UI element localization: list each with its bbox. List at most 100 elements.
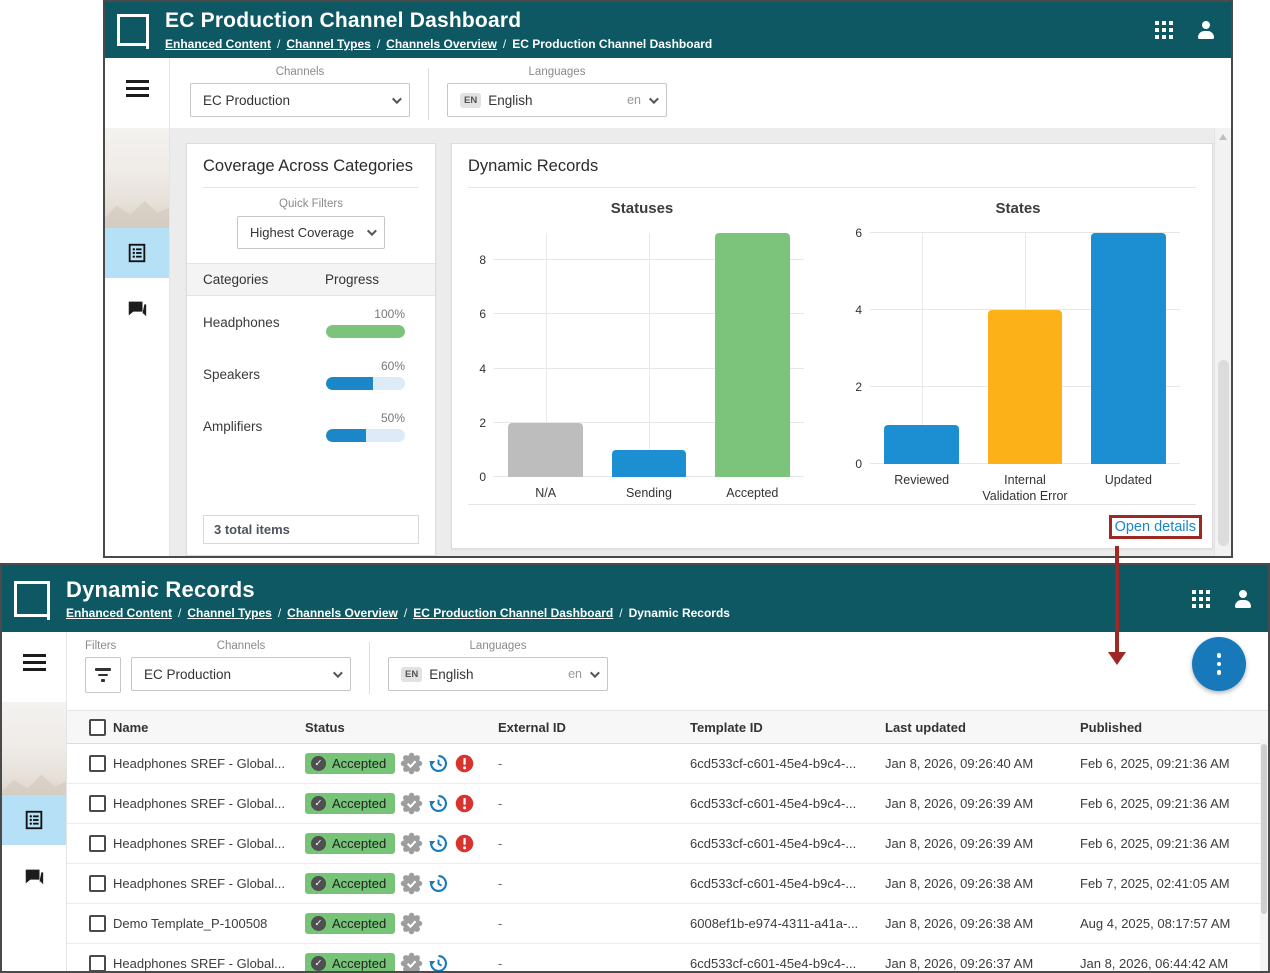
- scrollbar-thumb[interactable]: [1218, 360, 1229, 546]
- breadcrumb-item[interactable]: Channels Overview: [386, 36, 497, 51]
- y-axis: 0 2 4 6 8: [466, 233, 494, 484]
- row-checkbox[interactable]: [89, 755, 106, 772]
- verified-seal-icon[interactable]: [400, 912, 423, 935]
- history-icon[interactable]: [428, 753, 449, 774]
- breadcrumb-item[interactable]: Channel Types: [187, 605, 272, 620]
- vertical-scrollbar[interactable]: [1214, 128, 1231, 556]
- error-icon[interactable]: [454, 833, 475, 854]
- language-chip: EN: [460, 92, 482, 108]
- bar[interactable]: [508, 422, 583, 477]
- progress-fill: [326, 376, 374, 390]
- bar[interactable]: [884, 425, 959, 464]
- menu-toggle-icon[interactable]: [23, 654, 46, 675]
- status-badge: ✓ Accepted: [305, 753, 396, 774]
- row-checkbox[interactable]: [89, 795, 106, 812]
- user-profile-icon[interactable]: [1197, 21, 1215, 39]
- row-checkbox[interactable]: [89, 915, 106, 932]
- app-logo-icon[interactable]: [117, 14, 149, 49]
- row-checkbox[interactable]: [89, 875, 106, 892]
- breadcrumb-item[interactable]: Channels Overview: [287, 605, 398, 620]
- coverage-row: Speakers 60%: [187, 348, 435, 400]
- bars-layer: [494, 232, 804, 477]
- y-tick-label: 4: [855, 302, 862, 317]
- record-name: Headphones SREF - Global...: [113, 956, 285, 971]
- y-axis: 0 2 4 6: [842, 226, 870, 471]
- table-row[interactable]: Headphones SREF - Global... ✓ Accepted - 6cd…: [67, 944, 1268, 971]
- column-header[interactable]: External ID: [498, 719, 566, 735]
- channels-select[interactable]: EC Production: [131, 657, 351, 691]
- table-scrollbar[interactable]: [1260, 738, 1268, 971]
- bar[interactable]: [715, 232, 790, 477]
- last-updated: Jan 8, 2026, 09:26:38 AM: [885, 916, 1034, 931]
- external-id: -: [498, 756, 503, 771]
- column-header[interactable]: Last updated: [885, 719, 966, 735]
- table-row[interactable]: Headphones SREF - Global... ✓ Accepted - 6cd…: [67, 744, 1268, 784]
- table-row[interactable]: Headphones SREF - Global... ✓ Accepted - 6cd…: [67, 824, 1268, 864]
- records-card-title: Dynamic Records: [468, 157, 599, 175]
- open-details-link[interactable]: Open details: [1114, 518, 1196, 535]
- sidebar-item-chat[interactable]: [2, 854, 66, 898]
- x-tick-label: Sending: [626, 485, 672, 500]
- filter-button[interactable]: [85, 657, 121, 693]
- history-icon[interactable]: [428, 793, 449, 814]
- breadcrumb-item[interactable]: Enhanced Content: [66, 605, 173, 620]
- apps-grid-icon[interactable]: [1192, 589, 1210, 608]
- verified-seal-icon[interactable]: [400, 872, 423, 895]
- quick-filter-select[interactable]: Highest Coverage: [237, 216, 385, 249]
- sidebar-item-records[interactable]: [2, 795, 66, 845]
- verified-seal-icon[interactable]: [400, 832, 423, 855]
- history-icon[interactable]: [428, 953, 449, 971]
- languages-select[interactable]: EN English en: [447, 83, 667, 117]
- last-updated: Jan 8, 2026, 09:26:37 AM: [885, 956, 1034, 971]
- app-logo-icon[interactable]: [14, 580, 50, 620]
- chart-title: Statuses: [610, 199, 674, 217]
- column-header[interactable]: Published: [1080, 719, 1143, 735]
- history-icon[interactable]: [428, 833, 449, 854]
- breadcrumb-separator: /: [178, 605, 182, 620]
- error-icon[interactable]: [454, 753, 475, 774]
- languages-select[interactable]: EN English en: [388, 657, 608, 691]
- scrollbar-thumb[interactable]: [1261, 744, 1267, 914]
- chevron-down-icon: [391, 93, 402, 104]
- error-icon[interactable]: [454, 793, 475, 814]
- last-updated: Jan 8, 2026, 09:26:38 AM: [885, 876, 1034, 891]
- bar-slot: [973, 233, 1076, 464]
- row-checkbox[interactable]: [89, 835, 106, 852]
- progress-track: [326, 324, 405, 338]
- verified-seal-icon[interactable]: [400, 752, 423, 775]
- table-row[interactable]: Headphones SREF - Global... ✓ Accepted - 6cd…: [67, 784, 1268, 824]
- menu-toggle-icon[interactable]: [126, 80, 149, 101]
- select-all-checkbox[interactable]: [89, 718, 106, 736]
- channels-select[interactable]: EC Production: [190, 83, 410, 117]
- records-screenshot: Dynamic Records Enhanced Content / Channel…: [0, 563, 1270, 973]
- bar[interactable]: [1091, 232, 1166, 464]
- table-row[interactable]: Demo Template_P-100508 ✓ Accepted - 6008ef1b…: [67, 904, 1268, 944]
- sidebar-item-chat[interactable]: [105, 286, 169, 330]
- bar-slot: [597, 233, 700, 477]
- coverage-total-items: 3 total items: [203, 515, 419, 544]
- column-header[interactable]: Name: [113, 719, 149, 735]
- scroll-up-arrow-icon[interactable]: [1219, 134, 1227, 140]
- sidebar-item-records[interactable]: [105, 228, 169, 278]
- user-profile-icon[interactable]: [1234, 589, 1252, 608]
- verified-seal-icon[interactable]: [400, 952, 423, 971]
- row-checkbox-cell: [67, 955, 113, 971]
- chevron-down-icon: [589, 667, 600, 678]
- bar[interactable]: [987, 309, 1063, 464]
- apps-grid-icon[interactable]: [1155, 21, 1173, 39]
- actions-fab-button[interactable]: [1192, 637, 1246, 691]
- breadcrumb-item[interactable]: Enhanced Content: [165, 36, 272, 51]
- bar[interactable]: [611, 449, 687, 477]
- column-header[interactable]: Status: [305, 719, 345, 735]
- row-checkbox[interactable]: [89, 955, 106, 971]
- status-label: Accepted: [332, 756, 387, 771]
- language-chip: EN: [401, 666, 423, 682]
- chat-icon: [126, 297, 148, 319]
- breadcrumb-item[interactable]: EC Production Channel Dashboard: [413, 605, 614, 620]
- dashboard-content: Coverage Across Categories Quick Filters…: [170, 128, 1231, 556]
- column-header[interactable]: Template ID: [690, 719, 763, 735]
- verified-seal-icon[interactable]: [400, 792, 423, 815]
- table-row[interactable]: Headphones SREF - Global... ✓ Accepted - 6cd…: [67, 864, 1268, 904]
- breadcrumb-item[interactable]: Channel Types: [286, 36, 371, 51]
- history-icon[interactable]: [428, 873, 449, 894]
